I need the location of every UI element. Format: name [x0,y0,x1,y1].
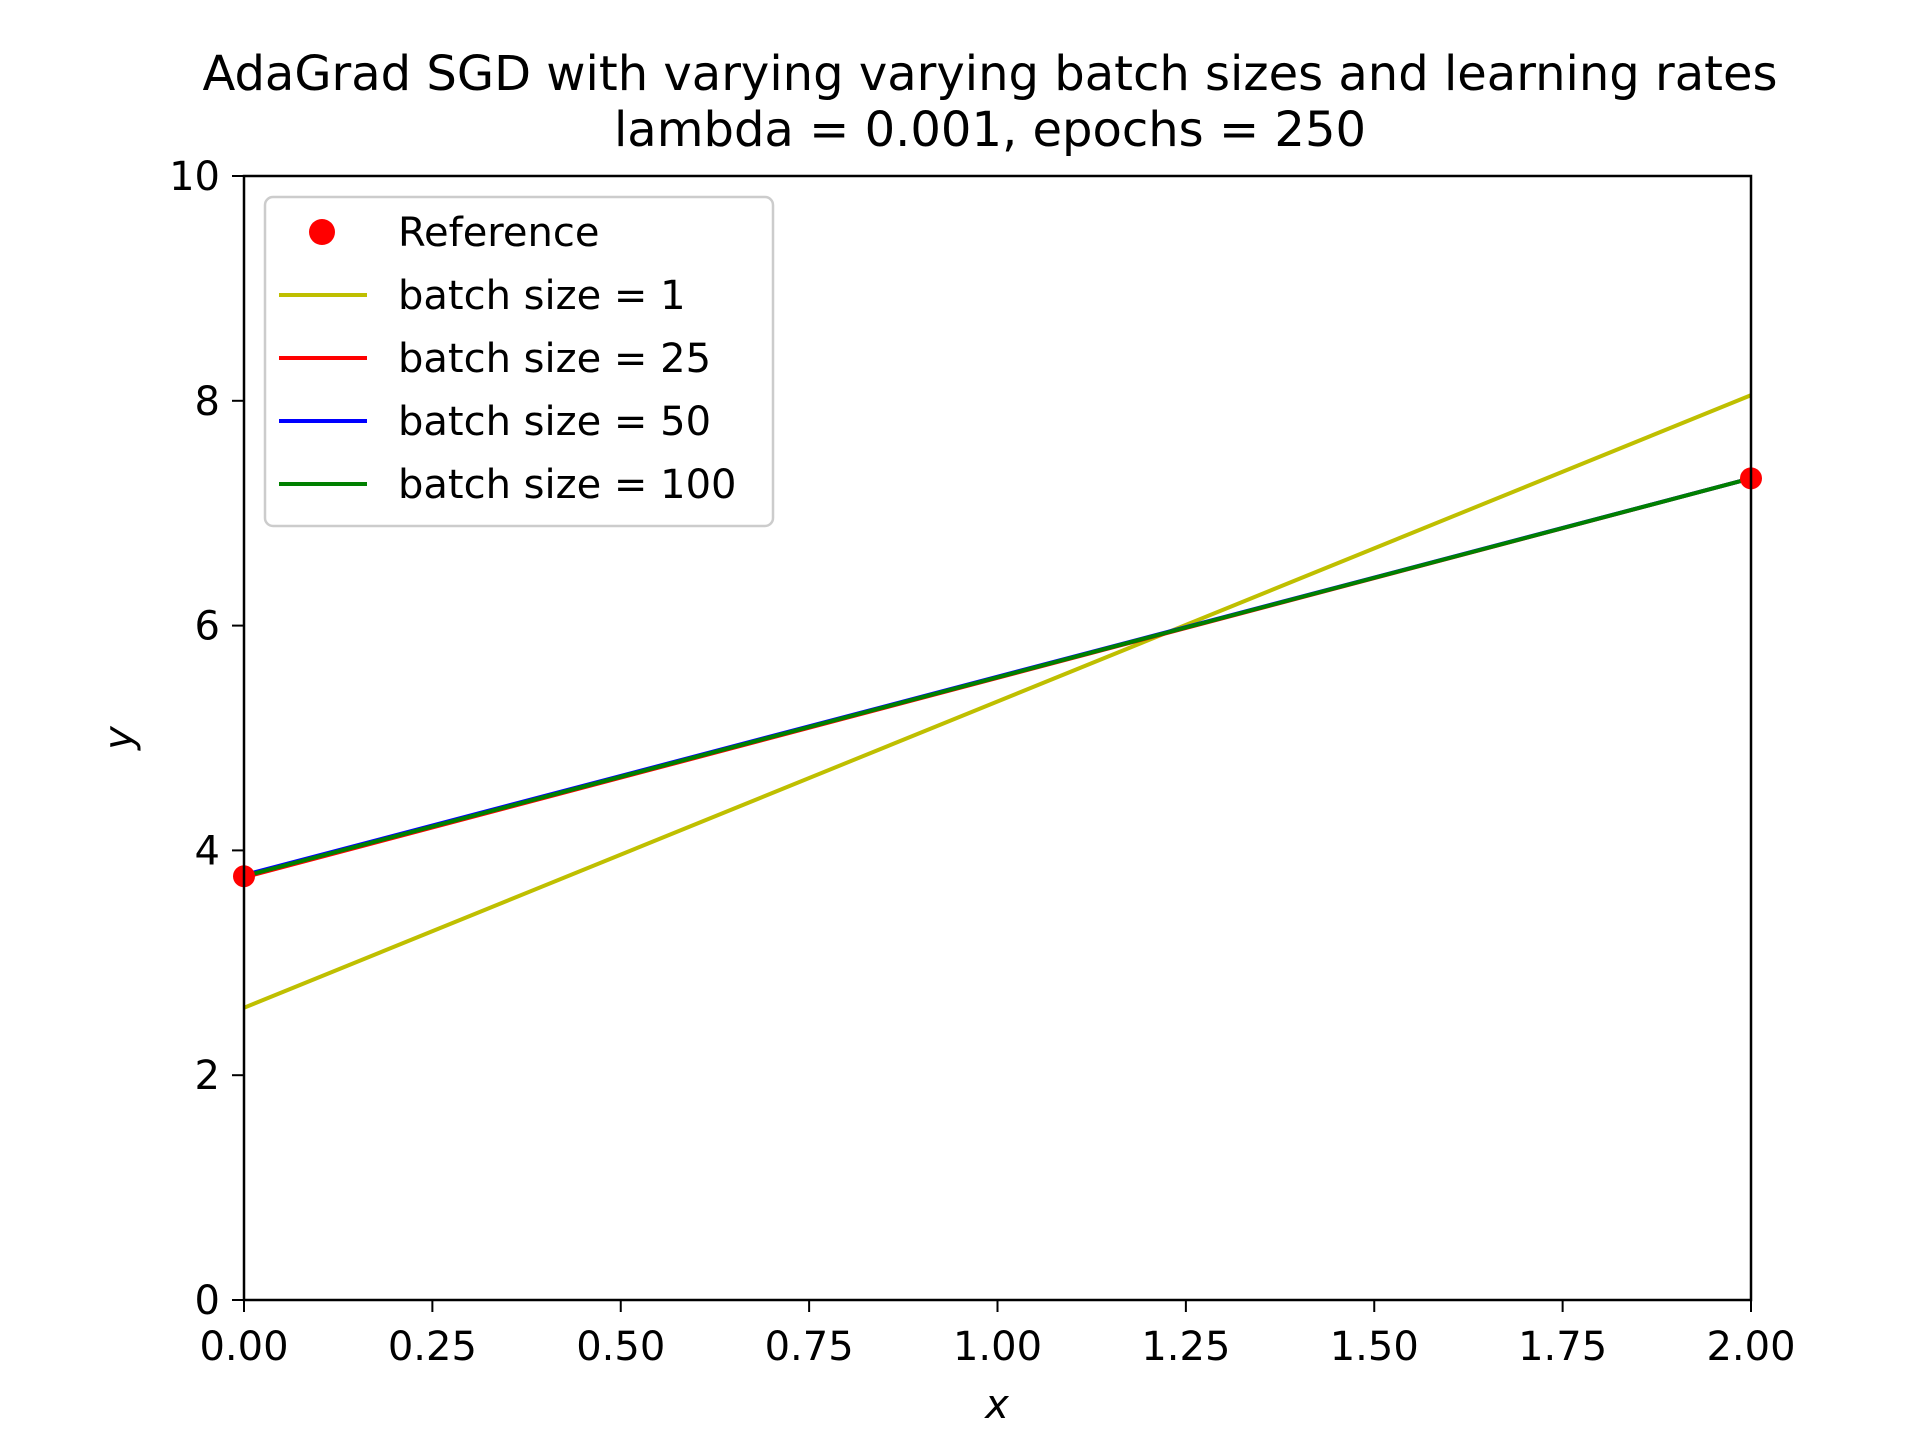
y-tick-label: 8 [195,379,220,425]
x-axis-label: x [983,1382,1009,1428]
x-tick-label: 1.00 [953,1324,1042,1370]
legend-label-4: batch size = 100 [398,462,737,508]
y-tick-label: 2 [195,1053,220,1099]
chart-title: AdaGrad SGD with varying varying batch s… [202,46,1777,102]
y-axis-label: y [96,725,142,751]
legend-items: Reference batch size = 1 batch size = 25 ba… [279,210,737,508]
ticks: 0.00 0.25 0.50 0.75 1.00 1.25 1.50 1.75 2.00 0 2 4 6… [169,154,1795,1370]
legend-marker-reference [309,219,335,245]
legend-label-3: batch size = 50 [398,399,711,445]
series-lines [244,393,1751,1010]
legend-label-1: batch size = 1 [398,273,686,319]
series-line-4 [244,476,1751,879]
chart-subtitle: lambda = 0.001, epochs = 250 [614,102,1366,158]
x-tick-label: 0.00 [199,1324,288,1370]
plot-frame [242,174,1753,1302]
x-tick-label: 1.25 [1141,1324,1230,1370]
x-tick-label: 0.75 [765,1324,854,1370]
x-tick-label: 1.75 [1518,1324,1607,1370]
x-tick-label: 0.25 [388,1324,477,1370]
legend-label-2: batch size = 25 [398,336,711,382]
legend: Reference batch size = 1 batch size = 25 ba… [263,195,775,528]
legend-label-reference: Reference [398,210,599,256]
x-tick-label: 0.50 [576,1324,665,1370]
x-tick-label: 1.50 [1330,1324,1419,1370]
x-tick-label: 2.00 [1706,1324,1795,1370]
y-tick-label: 0 [195,1278,220,1324]
legend-box [263,195,775,528]
y-tick-label: 10 [169,154,220,200]
y-tick-label: 4 [195,828,220,874]
y-tick-label: 6 [195,604,220,650]
series-line-1 [244,393,1751,1010]
